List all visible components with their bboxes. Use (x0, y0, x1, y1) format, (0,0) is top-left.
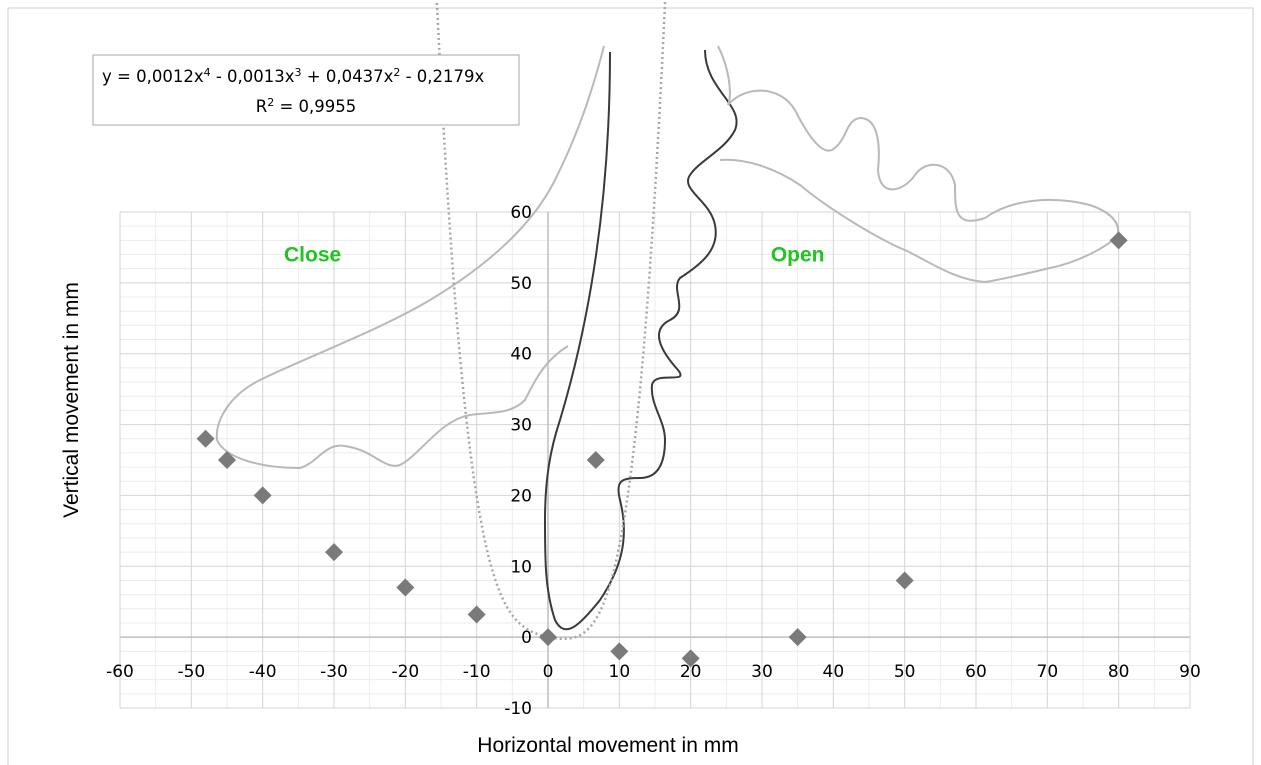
x-tick-label: 20 (680, 662, 702, 682)
upper-jaw-outline-close (215, 45, 605, 470)
x-tick-label: 90 (1179, 662, 1201, 682)
y-tick-label: 30 (510, 416, 532, 436)
x-tick-label: 50 (894, 662, 916, 682)
trendline-path (435, 0, 667, 641)
data-point (325, 543, 343, 562)
y-tick-label: 60 (510, 203, 532, 223)
y-axis-title: Vertical movement in mm (60, 282, 83, 518)
x-tick-label: -30 (320, 662, 348, 682)
y-tick-label: 0 (521, 628, 532, 648)
trendline-r-squared: R2 = 0,9955 (256, 96, 357, 117)
grid (119, 211, 1191, 709)
y-tick-label: -10 (504, 699, 532, 719)
x-tick-label: 0 (543, 662, 554, 682)
data-points (196, 231, 1128, 668)
lower-jaw-outline (543, 49, 738, 631)
upper-jaw-outline-open (717, 45, 1120, 284)
data-point (539, 628, 557, 647)
x-tick-label: -50 (177, 662, 205, 682)
data-point (895, 571, 914, 590)
data-point (788, 628, 807, 647)
y-tick-label: 10 (510, 557, 532, 577)
y-tick-label: 40 (510, 345, 532, 365)
y-tick-label: 20 (510, 486, 532, 506)
y-tick-label: 50 (510, 274, 532, 294)
x-tick-label: -20 (391, 662, 419, 682)
x-tick-label: -60 (106, 662, 134, 682)
data-point (253, 486, 272, 505)
x-tick-label: 40 (823, 662, 845, 682)
data-point (681, 649, 700, 668)
data-point (1109, 231, 1128, 250)
axes: -60 -50 -40 -30 -20 -10 0 10 20 30 40 50 60 70 80 90 -10… (106, 203, 1201, 719)
chart-frame (7, 7, 1254, 765)
x-tick-label: 80 (1108, 662, 1130, 682)
x-axis-title: Horizontal movement in mm (477, 734, 738, 757)
region-label-open: Open (771, 244, 825, 267)
data-point (396, 578, 415, 597)
region-label-close: Close (284, 244, 341, 267)
region-labels: Close Open (284, 244, 824, 267)
polynomial-trendline (435, 0, 667, 641)
data-point (467, 605, 486, 624)
data-point (586, 451, 605, 469)
x-tick-label: 60 (965, 662, 987, 682)
data-point (196, 429, 215, 448)
x-tick-label: -40 (249, 662, 277, 682)
x-tick-label: -10 (463, 662, 491, 682)
jaw-sketch (215, 45, 1120, 631)
trendline-equation-box: y = 0,0012x4 - 0,0013x3 + 0,0437x2 - 0,2… (92, 54, 520, 126)
trendline-equation: y = 0,0012x4 - 0,0013x3 + 0,0437x2 - 0,2… (102, 66, 485, 87)
x-tick-label: 70 (1037, 662, 1059, 682)
x-tick-label: 10 (609, 662, 631, 682)
x-tick-label: 30 (751, 662, 773, 682)
data-point (218, 451, 236, 469)
data-point (610, 642, 629, 661)
